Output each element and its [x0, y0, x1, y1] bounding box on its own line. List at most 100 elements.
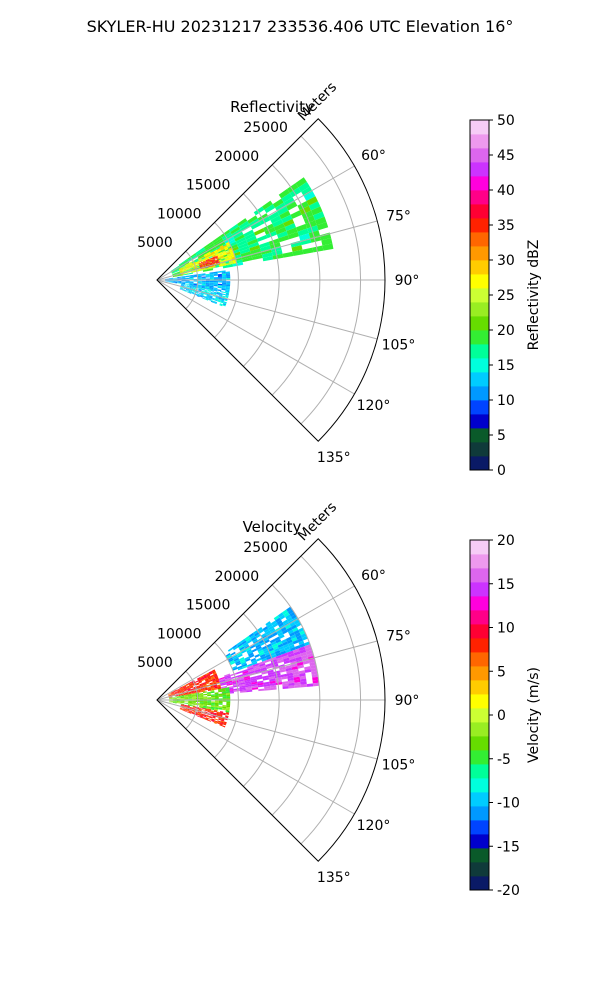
- echo-cell: [180, 270, 184, 273]
- echo-cell: [199, 695, 204, 697]
- echo-cell: [189, 684, 193, 687]
- echo-cell: [291, 245, 303, 252]
- echo-cell: [258, 661, 265, 666]
- echo-cell: [186, 706, 190, 708]
- echo-cell: [171, 267, 181, 273]
- echo-cell: [199, 683, 203, 686]
- echo-cell: [184, 689, 188, 692]
- echo-cell: [188, 693, 192, 695]
- echo-cell: [168, 694, 172, 697]
- echo-cell: [216, 256, 219, 258]
- echo-cell: [209, 282, 214, 284]
- echo-cell: [201, 256, 205, 259]
- echo-cell: [217, 720, 221, 723]
- echo-cell: [202, 296, 206, 298]
- echo-cell: [197, 280, 202, 282]
- echo-cell: [281, 193, 293, 203]
- echo-cell: [231, 255, 236, 258]
- echo-cell: [188, 697, 193, 699]
- echo-cell: [188, 710, 192, 712]
- echo-cell: [308, 230, 320, 238]
- azimuth-gridline: [156, 585, 355, 701]
- echo-cell: [181, 281, 186, 283]
- echo-cell: [184, 694, 188, 696]
- echo-cell: [181, 280, 186, 282]
- echo-cell: [189, 289, 193, 291]
- echo-cell: [212, 261, 215, 263]
- panel-title: Velocity: [243, 518, 302, 536]
- echo-cell: [277, 206, 289, 216]
- echo-cell: [213, 674, 218, 678]
- echo-cell: [191, 691, 195, 694]
- echo-cell: [254, 631, 260, 637]
- azimuth-gridline: [156, 279, 378, 340]
- azimuth-gridline: [156, 279, 355, 395]
- echo-cell: [213, 302, 217, 305]
- echo-cell: [210, 291, 214, 294]
- echo-cell: [221, 285, 226, 288]
- echo-cell: [190, 686, 194, 689]
- echo-cell: [222, 291, 227, 294]
- echo-cell: [277, 612, 284, 618]
- echo-cell: [217, 721, 221, 724]
- echo-cell: [269, 680, 276, 684]
- echo-cell: [257, 680, 264, 684]
- echo-cell: [263, 683, 271, 687]
- azimuth-gridline: [156, 699, 378, 760]
- echo-cell: [205, 259, 207, 261]
- echo-cell: [213, 713, 217, 716]
- echo-cell: [202, 258, 206, 262]
- echo-cell: [202, 263, 205, 265]
- echo-cell: [207, 264, 209, 266]
- echo-cell: [269, 678, 276, 682]
- echo-cell: [241, 663, 248, 668]
- echo-cell: [188, 701, 193, 703]
- echo-cell: [294, 632, 301, 638]
- echo-cell: [214, 257, 216, 259]
- echo-cell: [304, 644, 312, 650]
- echo-cell: [266, 643, 272, 648]
- echo-cell: [188, 263, 193, 267]
- echo-cell: [203, 262, 206, 264]
- echo-cell: [302, 247, 314, 255]
- echo-cell: [292, 648, 300, 654]
- echo-cell: [177, 281, 182, 283]
- echo-cell: [245, 637, 252, 643]
- echo-cell: [211, 265, 216, 268]
- echo-cell: [286, 201, 298, 211]
- echo-cell: [307, 652, 314, 658]
- echo-cell: [181, 278, 186, 280]
- echo-cell: [219, 713, 223, 715]
- echo-cell: [204, 687, 208, 690]
- echo-cell: [189, 707, 193, 710]
- echo-cell: [204, 290, 208, 293]
- radar-panel-reflectivity: Reflectivity500010000150002000025000Mete…: [137, 79, 542, 479]
- echo-cell: [197, 282, 202, 284]
- echo-cell: [261, 252, 273, 258]
- echo-cell: [253, 665, 260, 669]
- echo-cell: [209, 260, 212, 262]
- echo-cell: [213, 284, 218, 287]
- echo-cell: [191, 690, 195, 693]
- range-tick-label: 5000: [137, 655, 173, 671]
- echo-cell: [177, 281, 182, 283]
- echo-cell: [189, 274, 194, 277]
- echo-cell: [215, 296, 219, 299]
- echo-cell: [244, 679, 251, 683]
- echo-cell: [183, 287, 187, 289]
- echo-cell: [220, 681, 227, 685]
- echo-cell: [209, 284, 214, 287]
- echo-cell: [180, 706, 184, 708]
- echo-cell: [189, 283, 194, 285]
- echo-cell: [214, 261, 216, 263]
- echo-cell: [288, 655, 296, 661]
- echo-cell: [185, 278, 190, 280]
- echo-cell: [238, 644, 244, 650]
- echo-cell: [179, 288, 183, 290]
- echo-cell: [214, 720, 218, 723]
- colorbar-segment: [470, 372, 489, 387]
- echo-cell: [179, 269, 184, 272]
- echo-cell: [219, 711, 224, 713]
- echo-cell: [201, 268, 206, 271]
- colorbar-segment: [470, 302, 489, 317]
